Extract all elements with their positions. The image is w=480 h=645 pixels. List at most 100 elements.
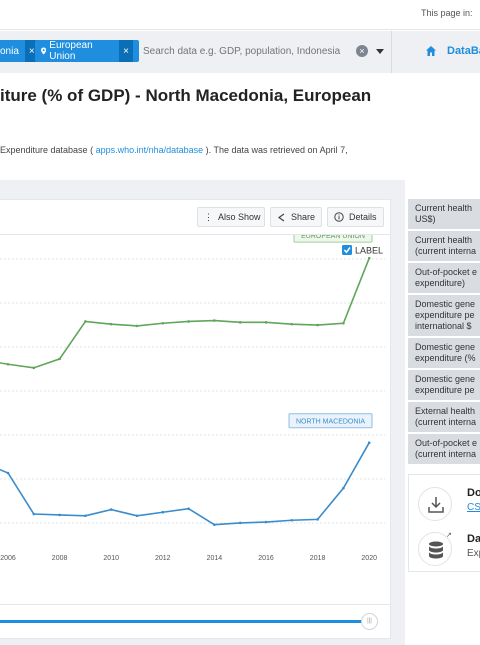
data-point <box>6 362 10 366</box>
databank-title: Da <box>467 533 480 545</box>
chart-grid <box>0 258 385 524</box>
x-tick-label: 2010 <box>103 555 119 562</box>
data-point <box>32 512 36 516</box>
series-line <box>0 442 370 526</box>
databank-subtitle: Exp <box>467 548 480 559</box>
download-title: Do <box>467 487 480 499</box>
data-point <box>58 357 61 361</box>
data-point <box>187 507 190 510</box>
more-vertical-icon: ⋮ <box>204 211 213 222</box>
data-point <box>32 366 36 370</box>
share-icon <box>277 213 285 221</box>
checkmark-icon <box>343 247 351 254</box>
divider <box>391 31 392 73</box>
source-link[interactable]: apps.who.int/nha/database <box>95 145 204 155</box>
indicator-link[interactable]: Current health US$) <box>408 199 480 231</box>
series-labels: EUROPEAN UNION NORTH MACEDONIA <box>288 235 373 429</box>
home-icon[interactable] <box>425 45 437 57</box>
indicator-link[interactable]: Out-of-pocket e expenditure) <box>408 263 480 295</box>
download-icon[interactable] <box>418 487 452 521</box>
location-pin-icon <box>41 47 47 55</box>
clear-search-icon[interactable]: × <box>356 45 368 57</box>
source-suffix: ). The data was retrieved on April 7, <box>203 145 348 155</box>
databank-link[interactable]: DataBa <box>447 45 480 57</box>
data-point <box>290 518 294 522</box>
search-band: onia × European Union × × <box>0 31 480 73</box>
series-name-label: NORTH MACEDONIA <box>296 419 365 426</box>
external-link-icon: ↗ <box>446 532 452 539</box>
country-chip-north-macedonia[interactable]: onia × <box>0 40 39 62</box>
also-show-button[interactable]: ⋮ Also Show <box>197 207 265 227</box>
data-point <box>84 320 87 323</box>
indicator-label-line: Out-of-pocket e <box>415 267 478 277</box>
data-point <box>290 322 294 326</box>
label-toggle[interactable]: LABEL <box>342 245 383 256</box>
series-name-tag: NORTH MACEDONIA <box>288 413 373 429</box>
x-axis-ticks: 2006 2008 2010 2012 2014 2016 2018 2020 <box>0 555 377 562</box>
chevron-down-icon[interactable] <box>376 49 384 54</box>
indicator-label-line: Current health <box>415 203 473 213</box>
data-point <box>109 322 113 326</box>
indicator-label-line: expenditure (% <box>415 353 476 363</box>
chip-label: onia <box>0 45 19 57</box>
x-tick-label: 2018 <box>310 555 326 562</box>
share-label: Share <box>290 212 315 222</box>
series-line <box>0 257 370 369</box>
indicator-label-line: expenditure pe <box>415 310 475 320</box>
data-point <box>213 523 216 527</box>
slider-handle[interactable]: ||| <box>361 613 378 630</box>
x-tick-label: 2016 <box>258 555 274 562</box>
data-point <box>238 521 242 525</box>
series-name-tag-bg <box>288 413 373 429</box>
divider <box>0 604 391 605</box>
download-csv-link[interactable]: CSV <box>467 502 480 513</box>
data-point <box>161 510 165 514</box>
source-prefix: Expenditure database ( <box>0 145 96 155</box>
x-tick-label: 2012 <box>155 555 171 562</box>
year-range-slider[interactable] <box>0 620 370 623</box>
data-point <box>161 321 165 325</box>
close-icon[interactable]: × <box>119 40 133 62</box>
data-point <box>367 256 371 260</box>
details-button[interactable]: Details <box>327 207 384 227</box>
indicator-label-line: External health <box>415 406 476 416</box>
share-button[interactable]: Share <box>270 207 322 227</box>
x-tick-label: 2008 <box>52 555 68 562</box>
indicator-label-line: Domestic gene <box>415 342 476 352</box>
indicator-label-line: (current interna <box>415 417 477 427</box>
data-point <box>213 319 216 322</box>
indicator-link[interactable]: Domestic gene expenditure pe international… <box>408 295 480 338</box>
series-name-tag-bg <box>293 235 373 243</box>
data-point <box>84 514 87 518</box>
indicator-label-line: Current health <box>415 235 473 245</box>
label-checkbox-text: LABEL <box>355 246 383 256</box>
data-point <box>58 513 61 517</box>
data-point <box>342 486 345 490</box>
indicator-label-line: Out-of-pocket e <box>415 438 478 448</box>
indicator-label-line: (current interna <box>415 246 477 256</box>
indicator-label-line: expenditure pe <box>415 385 475 395</box>
x-tick-label: 2020 <box>361 555 377 562</box>
indicator-link[interactable]: Domestic gene expenditure pe <box>408 370 480 402</box>
label-checkbox <box>342 245 352 255</box>
indicator-link[interactable]: External health (current interna <box>408 402 480 434</box>
indicator-link[interactable]: Domestic gene expenditure (% <box>408 338 480 370</box>
line-chart: 2006 2008 2010 2012 2014 2016 2018 2020 EUROPEA… <box>0 235 385 562</box>
data-point <box>238 321 242 324</box>
country-chip-european-union[interactable]: European Union × <box>35 40 139 62</box>
database-icon[interactable] <box>418 532 452 566</box>
indicator-link[interactable]: Current health (current interna <box>408 231 480 263</box>
indicator-label-line: Domestic gene <box>415 374 476 384</box>
indicator-link[interactable]: Out-of-pocket e (current interna <box>408 434 480 466</box>
data-point <box>135 514 139 518</box>
indicator-label-line: US$) <box>415 214 436 224</box>
x-tick-label: 2006 <box>0 555 16 562</box>
language-label[interactable]: This page in: <box>421 8 473 18</box>
divider <box>0 234 391 235</box>
indicator-label-line: expenditure) <box>415 278 466 288</box>
data-point <box>264 321 268 324</box>
data-point <box>342 321 345 325</box>
download-panel: Do CSV ↗ Da Exp <box>408 474 480 572</box>
data-point <box>6 471 10 475</box>
search-input[interactable] <box>143 40 353 62</box>
